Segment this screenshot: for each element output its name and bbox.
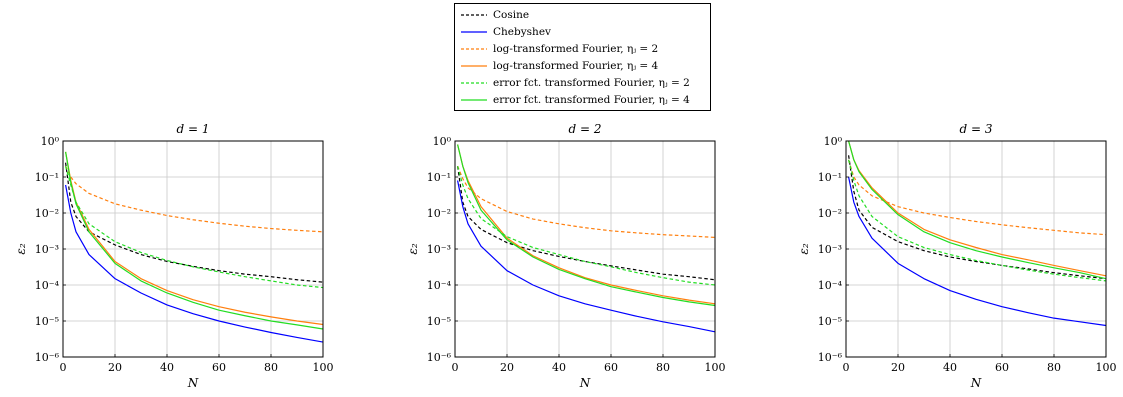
series-line-chebyshev [65, 184, 324, 343]
x-tick-label: 80 [264, 361, 278, 374]
x-tick-label: 80 [1047, 361, 1061, 374]
x-axis-label: N [187, 376, 199, 390]
chart-panel-3: 0 20 40 60 80 100 10⁻⁶ 10⁻⁵ 10⁻⁴ 10⁻³ 10⁻² 10⁻¹ 10⁰ d… [797, 122, 1117, 390]
legend-entry-cosine: Cosine [461, 8, 529, 22]
y-tick-label: 10⁻³ [427, 243, 451, 256]
series-line-erf-fourier-2 [848, 159, 1107, 282]
series-line-chebyshev [457, 180, 716, 333]
legend-swatch-cosine [461, 14, 487, 16]
chart-title: d = 1 [177, 122, 210, 136]
x-axis-label: N [579, 376, 591, 390]
legend-label-log-fourier-4: log-transformed Fourier, ηⱼ = 4 [493, 60, 659, 72]
y-axis-label: ε₂ [797, 243, 811, 254]
x-tick-label: 40 [943, 361, 957, 374]
series-line-log-fourier-2 [848, 159, 1107, 236]
chart-panel-2: 0 20 40 60 80 100 10⁻⁶ 10⁻⁵ 10⁻⁴ 10⁻³ 10⁻² 10⁻¹ 10⁰ d… [406, 122, 726, 390]
x-tick-label: 100 [705, 361, 726, 374]
legend-entry-erf-fourier-4: error fct. transformed Fourier, ηⱼ = 4 [461, 93, 690, 107]
legend-swatch-chebyshev [461, 31, 487, 33]
y-tick-label: 10⁻⁶ [818, 351, 843, 364]
y-tick-label: 10⁻⁵ [818, 315, 842, 328]
series-line-log-fourier-4 [457, 144, 716, 305]
series-line-erf-fourier-2 [457, 166, 716, 286]
x-tick-label: 20 [891, 361, 905, 374]
y-tick-label: 10⁻⁶ [427, 351, 452, 364]
y-axis-label: ε₂ [406, 243, 420, 254]
series-line-log-fourier-4 [848, 140, 1107, 277]
y-tick-label: 10⁻⁴ [35, 279, 60, 292]
legend-label-erf-fourier-4: error fct. transformed Fourier, ηⱼ = 4 [493, 94, 690, 106]
series-line-chebyshev [848, 176, 1107, 327]
legend-label-cosine: Cosine [493, 9, 530, 21]
x-tick-label: 60 [212, 361, 226, 374]
series-line-log-fourier-4 [65, 151, 324, 326]
series-line-cosine [457, 166, 716, 281]
y-tick-label: 10⁰ [41, 135, 60, 148]
y-tick-label: 10⁻¹ [427, 171, 451, 184]
series-line-erf-fourier-4 [457, 144, 716, 307]
y-tick-label: 10⁰ [824, 135, 843, 148]
y-axis-label: ε₂ [14, 243, 28, 254]
legend-entry-log-fourier-2: log-transformed Fourier, ηⱼ = 2 [461, 42, 658, 56]
y-tick-label: 10⁻⁶ [35, 351, 60, 364]
series-line-erf-fourier-4 [65, 151, 324, 330]
y-tick-label: 10⁻⁴ [427, 279, 452, 292]
y-tick-label: 10⁻² [818, 207, 842, 220]
y-tick-label: 10⁻¹ [818, 171, 842, 184]
chart-title: d = 3 [960, 122, 993, 136]
series-line-log-fourier-2 [65, 165, 324, 233]
legend: Cosine Chebyshev log-transformed Fourier… [454, 3, 711, 111]
legend-swatch-log-fourier-4 [461, 65, 487, 67]
x-tick-label: 0 [452, 361, 459, 374]
x-tick-label: 0 [60, 361, 67, 374]
legend-entry-erf-fourier-2: error fct. transformed Fourier, ηⱼ = 2 [461, 76, 690, 90]
x-tick-label: 60 [995, 361, 1009, 374]
series-line-cosine [65, 162, 324, 283]
legend-label-log-fourier-2: log-transformed Fourier, ηⱼ = 2 [493, 43, 659, 55]
y-tick-label: 10⁻⁴ [818, 279, 843, 292]
series-line-erf-fourier-4 [848, 140, 1107, 280]
x-tick-label: 80 [656, 361, 670, 374]
legend-label-erf-fourier-2: error fct. transformed Fourier, ηⱼ = 2 [493, 77, 690, 89]
y-tick-label: 10⁻³ [35, 243, 59, 256]
legend-entry-chebyshev: Chebyshev [461, 25, 551, 39]
legend-entry-log-fourier-4: log-transformed Fourier, ηⱼ = 4 [461, 59, 658, 73]
chart-title: d = 2 [569, 122, 602, 136]
legend-swatch-log-fourier-2 [461, 48, 487, 50]
chart-panel-1: 0 20 40 60 80 100 10⁻⁶ 10⁻⁵ 10⁻⁴ 10⁻³ 10⁻² 10⁻¹ 10⁰ d… [14, 122, 334, 390]
x-tick-label: 40 [552, 361, 566, 374]
x-tick-label: 20 [500, 361, 514, 374]
legend-label-chebyshev: Chebyshev [493, 26, 551, 38]
x-tick-label: 100 [1096, 361, 1117, 374]
legend-swatch-erf-fourier-4 [461, 99, 487, 101]
y-tick-label: 10⁻¹ [35, 171, 59, 184]
legend-swatch-erf-fourier-2 [461, 82, 487, 84]
y-tick-label: 10⁻⁵ [427, 315, 451, 328]
x-tick-label: 20 [108, 361, 122, 374]
x-tick-label: 100 [313, 361, 334, 374]
series-line-log-fourier-2 [457, 165, 716, 238]
x-tick-label: 40 [160, 361, 174, 374]
y-tick-label: 10⁻² [35, 207, 59, 220]
x-axis-label: N [970, 376, 982, 390]
x-tick-label: 0 [843, 361, 850, 374]
series-line-cosine [848, 155, 1107, 280]
y-tick-label: 10⁻³ [818, 243, 842, 256]
y-tick-label: 10⁻⁵ [35, 315, 59, 328]
y-tick-label: 10⁻² [427, 207, 451, 220]
y-tick-label: 10⁰ [433, 135, 452, 148]
x-tick-label: 60 [604, 361, 618, 374]
